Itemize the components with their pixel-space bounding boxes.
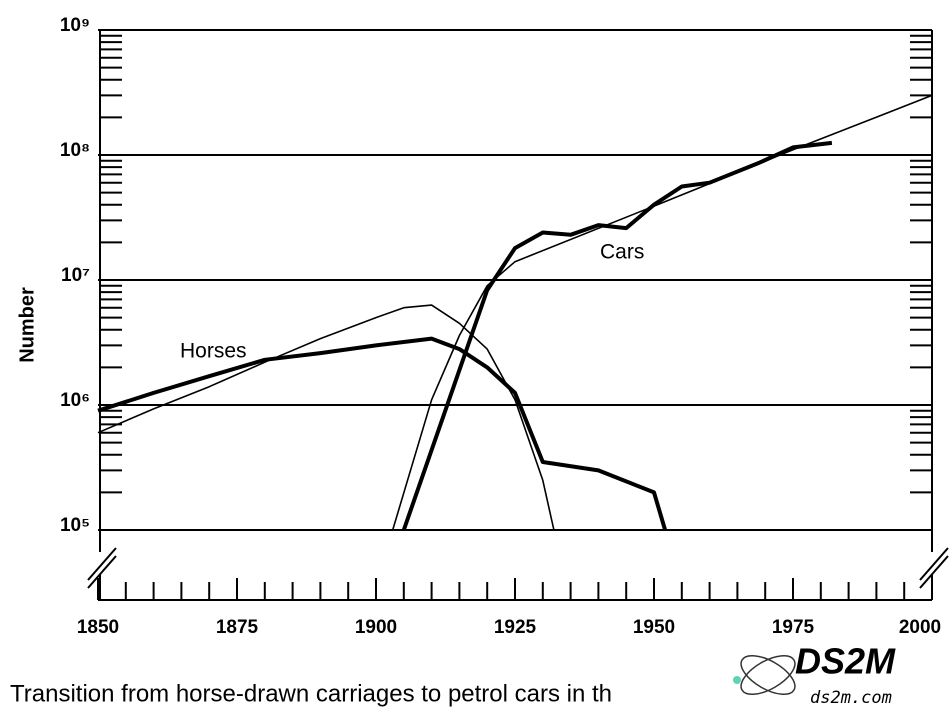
data-line (97, 336, 668, 531)
watermark-logo: DS2M (795, 641, 896, 682)
watermark-url: ds2m.com (810, 688, 892, 708)
x-tick-label: 1875 (216, 617, 259, 638)
logo-ring (740, 654, 796, 696)
logo-ring (740, 654, 796, 696)
y-tick-label: 10⁶ (60, 390, 90, 411)
x-tick-label: 1950 (633, 617, 675, 638)
y-tick-label: 10⁹ (60, 15, 90, 36)
axis-break (87, 547, 117, 581)
axis-break (87, 555, 117, 589)
series-label: Cars (600, 241, 644, 264)
x-tick-label: 1925 (494, 617, 537, 638)
series-label: Horses (180, 340, 247, 363)
watermark: DS2M ds2m.com (733, 641, 896, 708)
y-tick-label: 10⁷ (61, 265, 90, 286)
axis-break (919, 555, 949, 589)
x-tick-label: 2000 (899, 617, 941, 638)
caption: Transition from horse-drawn carriages to… (10, 680, 612, 707)
y-axis-label: Number (16, 287, 38, 363)
x-tick-label: 1850 (77, 617, 119, 638)
axis-break (919, 547, 949, 581)
x-tick-label: 1975 (772, 617, 815, 638)
logo-dot (733, 676, 741, 684)
y-tick-label: 10⁸ (60, 140, 90, 161)
x-tick-label: 1900 (355, 617, 397, 638)
fit-line (391, 94, 933, 531)
y-tick-label: 10⁵ (60, 515, 90, 536)
fit-line (97, 304, 555, 531)
